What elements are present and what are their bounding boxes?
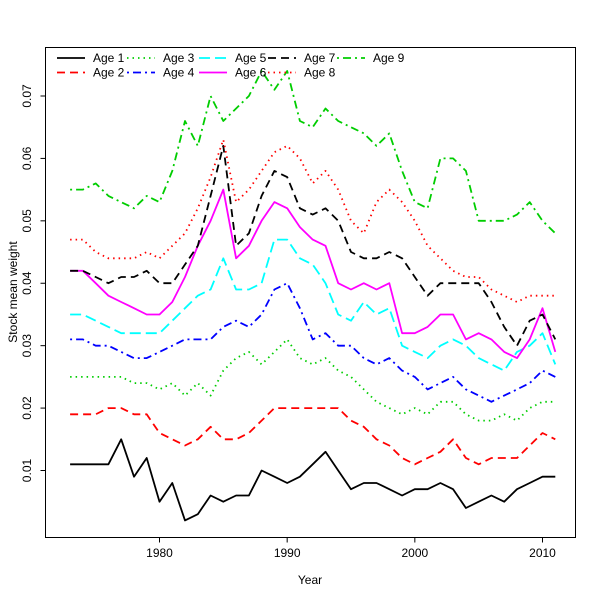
legend-label: Age 8 <box>304 66 336 80</box>
x-tick-label: 1990 <box>274 546 301 560</box>
series-line-age-7 <box>70 144 557 347</box>
series-line-age-1 <box>70 438 556 522</box>
y-tick-label: 0.03 <box>20 334 34 358</box>
plot-box <box>45 47 576 538</box>
y-tick-label: 0.05 <box>20 209 34 233</box>
y-tick-label: 0.06 <box>20 146 34 170</box>
legend-item-age-8: Age 8 <box>268 66 336 80</box>
legend-label: Age 5 <box>235 51 267 65</box>
legend-label: Age 2 <box>93 66 125 80</box>
y-tick-label: 0.04 <box>20 271 34 295</box>
legend-label: Age 7 <box>304 51 336 65</box>
y-tick-label: 0.01 <box>20 458 34 482</box>
legend-item-age-1: Age 1 <box>57 51 125 65</box>
legend-item-age-7: Age 7 <box>268 51 336 65</box>
y-axis-title: Stock mean weight <box>6 241 20 343</box>
legend-label: Age 1 <box>93 51 125 65</box>
legend-item-age-9: Age 9 <box>337 51 405 65</box>
x-tick-label: 2010 <box>529 546 556 560</box>
legend-label: Age 9 <box>373 51 405 65</box>
legend-item-age-6: Age 6 <box>199 66 267 80</box>
y-tick-label: 0.07 <box>20 84 34 108</box>
series-line-age-3 <box>70 338 556 422</box>
x-tick-label: 2000 <box>401 546 428 560</box>
legend-label: Age 3 <box>163 51 195 65</box>
y-tick-label: 0.02 <box>20 396 34 420</box>
series-line-age-8 <box>70 138 556 303</box>
series-line-age-5 <box>70 238 557 372</box>
series-line-age-9 <box>70 70 556 234</box>
series-line-age-6 <box>70 188 557 360</box>
legend-label: Age 4 <box>163 66 195 80</box>
legend-item-age-4: Age 4 <box>127 66 195 80</box>
series-line-age-4 <box>70 282 556 403</box>
x-axis-title: Year <box>297 573 323 587</box>
x-tick-label: 1980 <box>146 546 173 560</box>
legend-item-age-2: Age 2 <box>57 66 125 80</box>
legend-item-age-5: Age 5 <box>199 51 267 65</box>
legend-label: Age 6 <box>235 66 267 80</box>
legend-item-age-3: Age 3 <box>127 51 195 65</box>
series-line-age-2 <box>70 407 556 466</box>
